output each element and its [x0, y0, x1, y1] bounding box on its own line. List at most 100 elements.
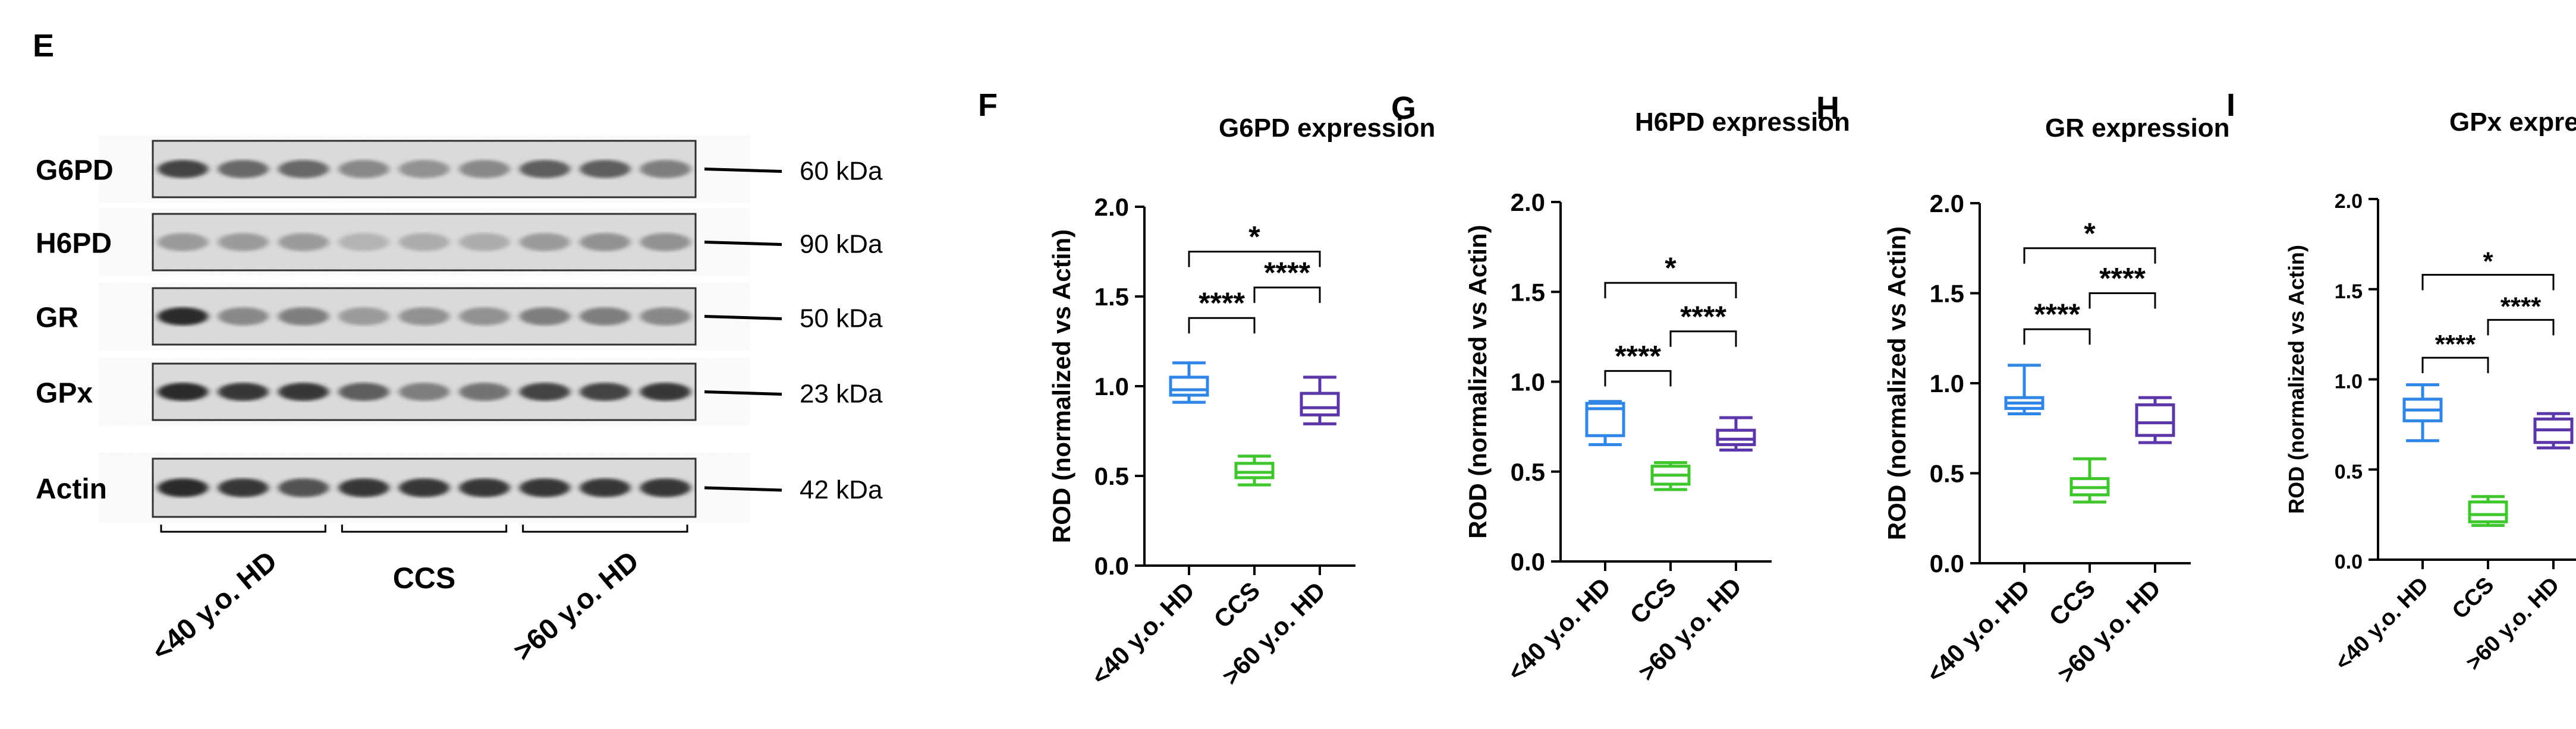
y-tick-label: 1.5: [2335, 280, 2363, 303]
blot-band: [218, 160, 269, 178]
blot-marker-line: [704, 390, 782, 396]
bracket-line: [1188, 317, 1256, 334]
blot-band: [459, 160, 510, 178]
significance-bracket: ****: [1604, 339, 1672, 387]
box--60-y-o-hd: [2135, 396, 2175, 444]
western-blot-panel: E G6PD 60 kDa H6PD 90 kDa GR 50 kDa GPx 23 kDa A…: [33, 28, 883, 667]
x-tick-label: <40 y.o. HD: [1086, 576, 1200, 690]
box-iqr: [1234, 462, 1275, 479]
blot-band: [519, 383, 570, 401]
blot-band: [218, 478, 269, 497]
y-tick-label: 1.0: [1094, 373, 1129, 400]
significance-label: *: [1665, 251, 1677, 285]
box--40-y-o-hd: [2004, 364, 2045, 416]
y-tick-label: 1.0: [1511, 368, 1545, 396]
y-tick-label: 1.0: [2335, 371, 2363, 393]
blot-row-label: Actin: [36, 474, 107, 505]
group-bracket: [160, 525, 326, 533]
significance-label: ****: [2099, 262, 2146, 295]
y-tick-label: 0.5: [2335, 460, 2363, 483]
significance-bracket: *: [2421, 247, 2555, 291]
significance-bracket: ****: [1253, 256, 1321, 303]
y-tick-label: 2.0: [2335, 190, 2363, 213]
x-tick-label: CCS: [1624, 572, 1681, 629]
significance-bracket: ****: [2023, 298, 2091, 345]
box-ccs: [2468, 495, 2508, 527]
blot-band: [278, 160, 329, 178]
blot-band: [338, 478, 389, 497]
blot-kda-label: 50 kDa: [800, 304, 883, 333]
blot-band: [278, 307, 329, 326]
blot-row-label: GPx: [36, 378, 93, 409]
blot-marker-line: [704, 315, 782, 320]
y-tick-label: 1.5: [1511, 278, 1545, 306]
panel-label: F: [978, 87, 998, 123]
group-label: >60 y.o. HD: [508, 545, 645, 668]
group-label: CCS: [393, 561, 456, 595]
y-tick-label: 0.5: [1930, 460, 1964, 488]
panel-label: H: [1816, 90, 1839, 126]
blot-band: [580, 160, 631, 178]
y-tick-label: 0.5: [1094, 462, 1129, 490]
y-axis-label: ROD (normalized vs Actin): [1883, 226, 1911, 540]
blot-band: [640, 478, 691, 497]
x-tick-label: CCS: [2448, 573, 2499, 624]
y-tick-label: 0.0: [1094, 552, 1129, 580]
blot-band: [398, 233, 450, 251]
blot-band: [338, 233, 389, 251]
y-tick-label: 2.0: [1094, 193, 1129, 221]
blot-band: [158, 160, 209, 178]
blot-band: [398, 160, 450, 178]
blot-band: [158, 307, 209, 326]
significance-label: *: [1248, 220, 1260, 254]
x-tick-label: <40 y.o. HD: [2330, 573, 2433, 676]
box--40-y-o-hd: [2402, 383, 2443, 443]
box-iqr: [1300, 392, 1340, 416]
box-iqr: [1716, 428, 1756, 446]
blot-band: [459, 383, 510, 401]
blot-band: [519, 233, 570, 251]
blot-band: [338, 307, 389, 326]
x-tick-label: CCS: [2043, 574, 2100, 631]
boxplot-gr-expression: H GR expression 0.0 0.5 1.0 1.5 2.0 ROD (normal…: [1816, 90, 2230, 688]
blot-band: [580, 383, 631, 401]
y-tick-label: 1.5: [1094, 283, 1129, 311]
blot-row-label: G6PD: [36, 155, 114, 187]
blot-band: [640, 160, 691, 178]
y-axis-label: ROD (normalized vs Actin): [1048, 229, 1075, 543]
group-bracket: [341, 525, 508, 533]
blot-band: [398, 307, 450, 326]
bracket-line: [2421, 273, 2555, 291]
blot-row-gpx: GPx 23 kDa: [36, 362, 883, 421]
significance-label: ****: [1680, 300, 1726, 333]
y-axis-label: ROD (normalized vs Actin): [1464, 225, 1492, 538]
panel-label: I: [2226, 87, 2235, 123]
y-tick-label: 0.0: [1930, 550, 1964, 577]
blot-band: [218, 307, 269, 326]
blot-band: [278, 233, 329, 251]
blot-band: [580, 233, 631, 251]
box-ccs: [2069, 457, 2110, 504]
blot-kda-label: 90 kDa: [800, 230, 883, 259]
chart-title: H6PD expression: [1635, 108, 1850, 137]
bracket-line: [2023, 328, 2091, 345]
significance-bracket: ****: [1669, 300, 1737, 347]
blot-band: [519, 478, 570, 497]
significance-label: ****: [1199, 286, 1245, 320]
blot-band: [459, 233, 510, 251]
blot-band: [158, 233, 209, 251]
bracket-line: [1669, 330, 1737, 347]
chart-title: G6PD expression: [1219, 113, 1435, 143]
blot-band: [218, 233, 269, 251]
blot-row-actin: Actin 42 kDa: [36, 457, 883, 518]
bracket-line: [2089, 292, 2156, 309]
chart-title: GR expression: [2045, 113, 2230, 143]
y-tick-label: 1.0: [1930, 370, 1964, 397]
box--60-y-o-hd: [2533, 412, 2574, 450]
boxplot-h6pd-expression: G H6PD expression 0.0 0.5 1.0 1.5 2.0 ROD (norm…: [1391, 90, 1850, 686]
significance-bracket: ****: [2487, 292, 2555, 336]
significance-label: ****: [2500, 292, 2542, 321]
y-tick-label: 0.0: [1511, 548, 1545, 576]
significance-bracket: ****: [1188, 286, 1256, 334]
blot-band: [580, 478, 631, 497]
